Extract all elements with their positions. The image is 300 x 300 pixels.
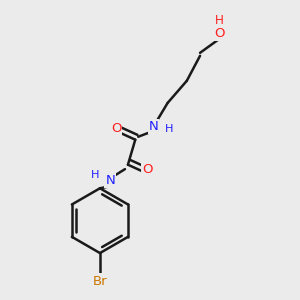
Text: H: H <box>215 14 224 27</box>
Text: O: O <box>142 163 153 176</box>
Text: N: N <box>149 120 158 133</box>
Text: H: H <box>91 170 100 180</box>
Text: N: N <box>105 174 115 188</box>
Text: H: H <box>165 124 173 134</box>
Text: Br: Br <box>93 274 107 287</box>
Text: O: O <box>111 122 122 135</box>
Text: O: O <box>214 27 224 40</box>
